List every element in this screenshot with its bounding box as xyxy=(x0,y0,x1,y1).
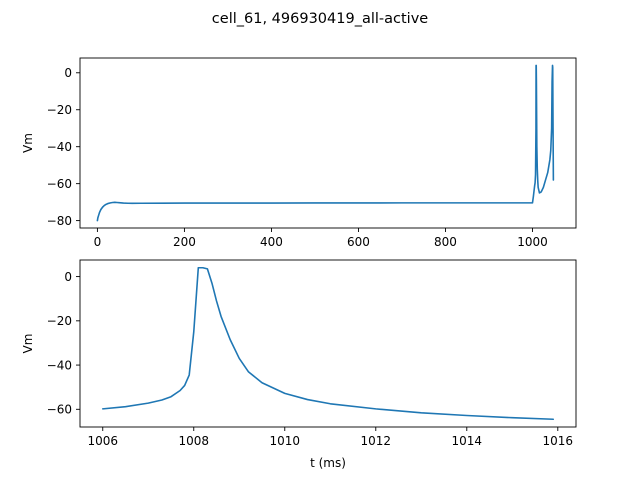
y-tick-label: −20 xyxy=(47,314,72,328)
y-tick-label: −20 xyxy=(47,103,72,117)
bottom-voltage-panel: 1006 1008 1010 1012 1014 1016 0 −20 −40 −60 Vm t (m… xyxy=(21,259,577,470)
axes-frame xyxy=(79,57,577,229)
y-tick-label: −60 xyxy=(47,403,72,417)
voltage-trace-line xyxy=(101,266,555,421)
x-tick-label: 1014 xyxy=(452,434,483,448)
y-axis-label: Vm xyxy=(21,334,35,354)
y-tick-label: −60 xyxy=(47,177,72,191)
x-axis-label: t (ms) xyxy=(310,456,346,470)
y-tick-label: 0 xyxy=(64,270,72,284)
x-tick-label: 200 xyxy=(173,235,196,249)
x-tick-label: 800 xyxy=(434,235,457,249)
figure-title: cell_61, 496930419_all-active xyxy=(212,11,428,27)
axes-frame xyxy=(79,259,577,428)
x-tick-label: 1000 xyxy=(517,235,548,249)
x-tick-label: 1016 xyxy=(543,434,574,448)
x-tick-label: 600 xyxy=(347,235,370,249)
x-tick-label: 1008 xyxy=(178,434,209,448)
x-tick-label: 1010 xyxy=(269,434,300,448)
top-voltage-panel: 0 200 400 600 800 1000 0 −20 −40 −60 −80 Vm xyxy=(21,57,577,249)
x-tick-label: 1006 xyxy=(87,434,118,448)
y-axis-label: Vm xyxy=(21,133,35,153)
voltage-trace-line xyxy=(96,64,555,222)
x-tick-label: 0 xyxy=(94,235,102,249)
x-tick-label: 1012 xyxy=(361,434,392,448)
y-tick-label: −40 xyxy=(47,358,72,372)
y-tick-label: 0 xyxy=(64,66,72,80)
y-tick-label: −80 xyxy=(47,214,72,228)
x-tick-label: 400 xyxy=(260,235,283,249)
y-tick-label: −40 xyxy=(47,140,72,154)
